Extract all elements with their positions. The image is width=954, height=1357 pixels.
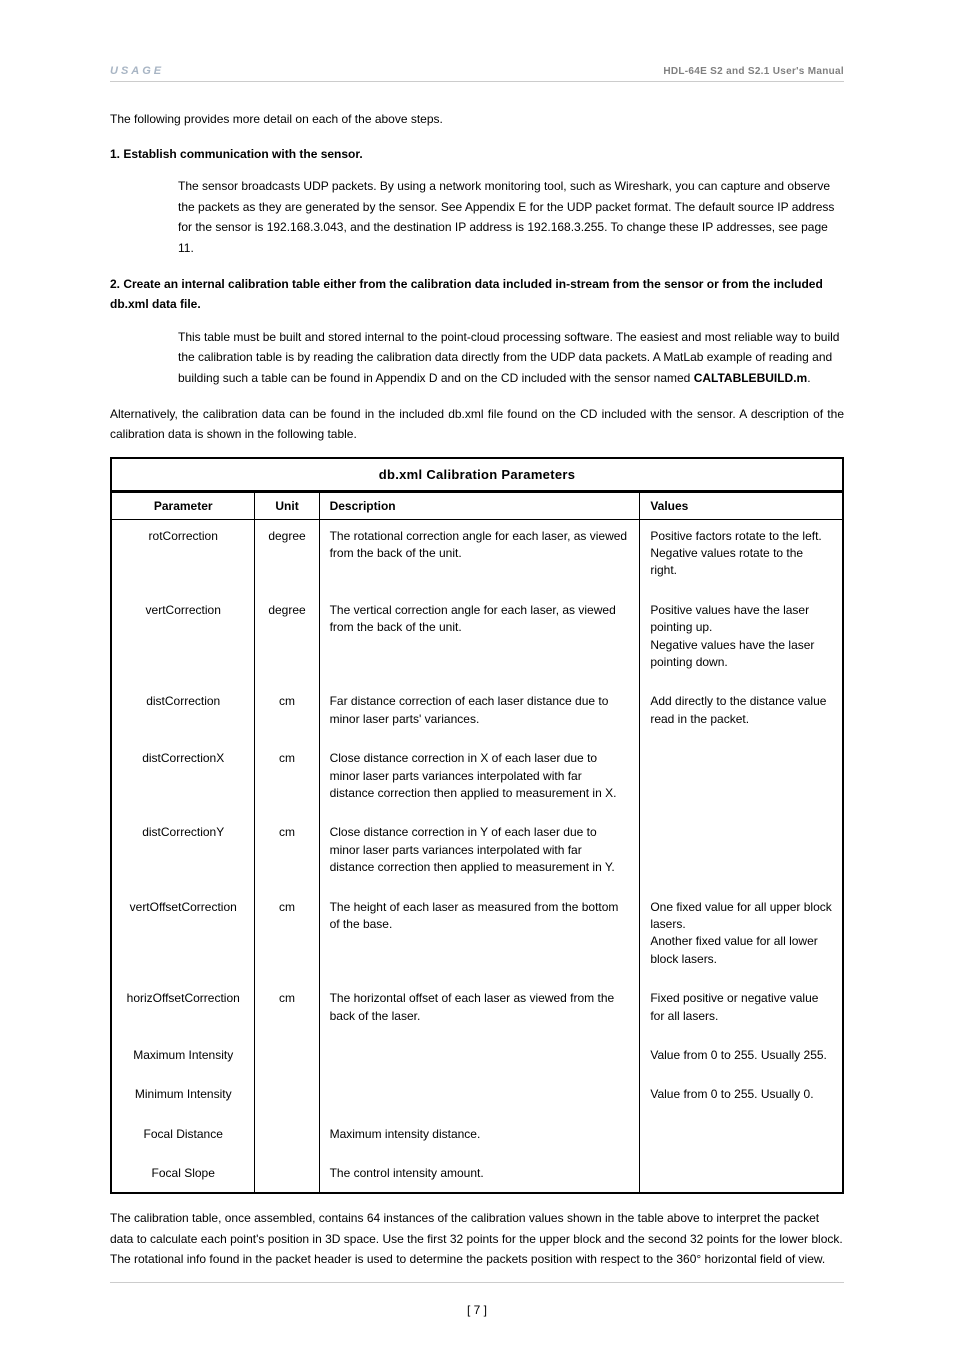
cell-unit — [255, 1078, 319, 1117]
page-number: [ 7 ] — [110, 1303, 844, 1317]
cell-parameter: vertOffsetCorrection — [111, 891, 255, 983]
cell-description: The height of each laser as measured fro… — [319, 891, 640, 983]
cell-parameter: distCorrectionY — [111, 816, 255, 890]
table-row: vertOffsetCorrectioncmThe height of each… — [111, 891, 843, 983]
table-row: Minimum Intensity Value from 0 to 255. Us… — [111, 1078, 843, 1117]
cell-parameter: vertCorrection — [111, 594, 255, 686]
cell-values — [640, 1118, 843, 1157]
step2-body: This table must be built and stored inte… — [178, 327, 844, 388]
cell-description: The horizontal offset of each laser as v… — [319, 982, 640, 1039]
table-row: horizOffsetCorrectioncmThe horizontal of… — [111, 982, 843, 1039]
cell-parameter: Focal Slope — [111, 1157, 255, 1193]
step2-body-strong: CALTABLEBUILD.m — [694, 371, 808, 385]
cell-unit: cm — [255, 685, 319, 742]
table-header-row: Parameter Unit Description Values — [111, 492, 843, 520]
intro-text: The following provides more detail on ea… — [110, 110, 844, 128]
cell-values: Fixed positive or negative value for all… — [640, 982, 843, 1039]
step2-body-suffix: . — [807, 371, 810, 385]
th-values: Values — [640, 492, 843, 520]
step2-heading: 2. Create an internal calibration table … — [110, 274, 844, 315]
cell-description: Maximum intensity distance. — [319, 1118, 640, 1157]
table-row: Focal Slope The control intensity amount. — [111, 1157, 843, 1193]
cell-parameter: Maximum Intensity — [111, 1039, 255, 1078]
cell-parameter: distCorrectionX — [111, 742, 255, 816]
alt-paragraph: Alternatively, the calibration data can … — [110, 404, 844, 445]
cell-values: One fixed value for all upper block lase… — [640, 891, 843, 983]
cell-values: Add directly to the distance value read … — [640, 685, 843, 742]
cell-description: Far distance correction of each laser di… — [319, 685, 640, 742]
cell-description: Close distance correction in X of each l… — [319, 742, 640, 816]
cell-description: The vertical correction angle for each l… — [319, 594, 640, 686]
cell-unit: cm — [255, 742, 319, 816]
page-container: USAGE HDL-64E S2 and S2.1 User's Manual … — [0, 0, 954, 1357]
cell-values: Value from 0 to 255. Usually 0. — [640, 1078, 843, 1117]
step1-heading: 1. Establish communication with the sens… — [110, 144, 844, 164]
cell-unit: degree — [255, 594, 319, 686]
table-row: rotCorrectiondegreeThe rotational correc… — [111, 519, 843, 594]
cell-unit — [255, 1118, 319, 1157]
cell-unit: cm — [255, 891, 319, 983]
cell-values — [640, 742, 843, 816]
cell-values: Positive values have the laser pointing … — [640, 594, 843, 686]
table-row: vertCorrectiondegreeThe vertical correct… — [111, 594, 843, 686]
cell-unit: cm — [255, 982, 319, 1039]
cell-description: Close distance correction in Y of each l… — [319, 816, 640, 890]
cell-unit: cm — [255, 816, 319, 890]
cell-unit — [255, 1157, 319, 1193]
cell-description — [319, 1078, 640, 1117]
table-row: Focal Distance Maximum intensity distance… — [111, 1118, 843, 1157]
th-description: Description — [319, 492, 640, 520]
manual-title: HDL-64E S2 and S2.1 User's Manual — [663, 66, 844, 77]
table-row: distCorrectioncmFar distance correction … — [111, 685, 843, 742]
cell-description: The rotational correction angle for each… — [319, 519, 640, 594]
section-label: USAGE — [110, 65, 164, 77]
cell-unit: degree — [255, 519, 319, 594]
footer-paragraph: The calibration table, once assembled, c… — [110, 1208, 844, 1282]
th-parameter: Parameter — [111, 492, 255, 520]
cell-values — [640, 1157, 843, 1193]
cell-parameter: Focal Distance — [111, 1118, 255, 1157]
cell-description: The control intensity amount. — [319, 1157, 640, 1193]
cell-values: Positive factors rotate to the left. Neg… — [640, 519, 843, 594]
cell-parameter: horizOffsetCorrection — [111, 982, 255, 1039]
step1-body: The sensor broadcasts UDP packets. By us… — [178, 176, 844, 258]
th-unit: Unit — [255, 492, 319, 520]
cell-values — [640, 816, 843, 890]
cell-values: Value from 0 to 255. Usually 255. — [640, 1039, 843, 1078]
table-row: Maximum Intensity Value from 0 to 255. Us… — [111, 1039, 843, 1078]
table-caption: db.xml Calibration Parameters — [110, 457, 844, 491]
table-row: distCorrectionYcmClose distance correcti… — [111, 816, 843, 890]
cell-parameter: distCorrection — [111, 685, 255, 742]
cell-description — [319, 1039, 640, 1078]
cell-unit — [255, 1039, 319, 1078]
table-row: distCorrectionXcmClose distance correcti… — [111, 742, 843, 816]
cell-parameter: Minimum Intensity — [111, 1078, 255, 1117]
table-body: rotCorrectiondegreeThe rotational correc… — [111, 519, 843, 1193]
page-header: USAGE HDL-64E S2 and S2.1 User's Manual — [110, 65, 844, 82]
cell-parameter: rotCorrection — [111, 519, 255, 594]
calibration-table: db.xml Calibration Parameters Parameter … — [110, 457, 844, 1195]
